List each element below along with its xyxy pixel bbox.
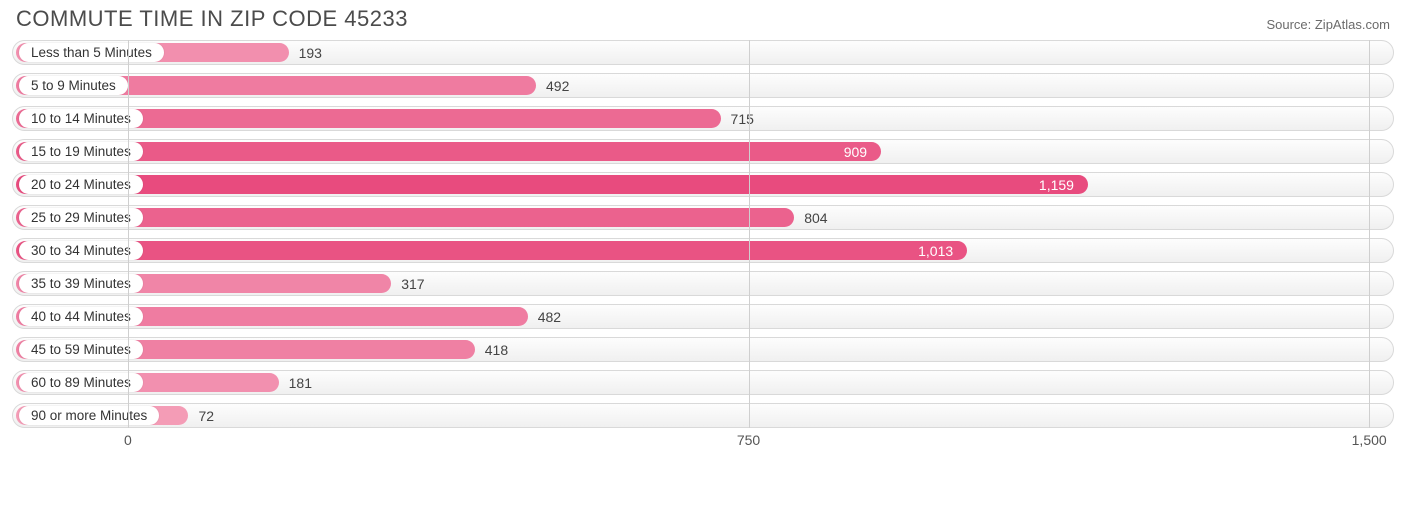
bar-row: 60 to 89 Minutes 181 bbox=[12, 370, 1394, 395]
bar-track: 40 to 44 Minutes 482 bbox=[12, 304, 1394, 329]
bar-track: 45 to 59 Minutes 418 bbox=[12, 337, 1394, 362]
x-axis: 0 750 1,500 bbox=[12, 430, 1394, 454]
value-label: 909 bbox=[16, 140, 881, 163]
bar-track: 30 to 34 Minutes1,013 bbox=[12, 238, 1394, 263]
category-label: 5 to 9 Minutes bbox=[19, 76, 128, 95]
value-label: 193 bbox=[289, 41, 322, 64]
category-label: 45 to 59 Minutes bbox=[19, 340, 143, 359]
gridline bbox=[749, 40, 750, 428]
value-label: 181 bbox=[279, 371, 312, 394]
x-tick-label: 750 bbox=[737, 432, 760, 448]
category-label: Less than 5 Minutes bbox=[19, 43, 164, 62]
bar-track: 20 to 24 Minutes1,159 bbox=[12, 172, 1394, 197]
chart-header: COMMUTE TIME IN ZIP CODE 45233 Source: Z… bbox=[12, 6, 1394, 40]
bar-track: Less than 5 Minutes 193 bbox=[12, 40, 1394, 65]
bar-row: 15 to 19 Minutes909 bbox=[12, 139, 1394, 164]
bar-row: Less than 5 Minutes 193 bbox=[12, 40, 1394, 65]
commute-time-chart: COMMUTE TIME IN ZIP CODE 45233 Source: Z… bbox=[0, 0, 1406, 522]
bar-track: 10 to 14 Minutes715 bbox=[12, 106, 1394, 131]
bar-row: 25 to 29 Minutes 804 bbox=[12, 205, 1394, 230]
x-tick-label: 0 bbox=[124, 432, 132, 448]
value-label: 317 bbox=[391, 272, 424, 295]
bar-track: 5 to 9 Minutes 492 bbox=[12, 73, 1394, 98]
gridline bbox=[1369, 40, 1370, 428]
chart-title: COMMUTE TIME IN ZIP CODE 45233 bbox=[16, 6, 408, 32]
x-tick-label: 1,500 bbox=[1352, 432, 1387, 448]
value-label: 418 bbox=[475, 338, 508, 361]
bar-track: 60 to 89 Minutes 181 bbox=[12, 370, 1394, 395]
bar-track: 35 to 39 Minutes 317 bbox=[12, 271, 1394, 296]
value-label: 1,013 bbox=[16, 239, 967, 262]
bar-row: 45 to 59 Minutes 418 bbox=[12, 337, 1394, 362]
bar-track: 15 to 19 Minutes909 bbox=[12, 139, 1394, 164]
category-label: 35 to 39 Minutes bbox=[19, 274, 143, 293]
value-label: 72 bbox=[188, 404, 214, 427]
value-label: 804 bbox=[794, 206, 827, 229]
value-label: 1,159 bbox=[16, 173, 1088, 196]
category-label: 60 to 89 Minutes bbox=[19, 373, 143, 392]
category-label: 10 to 14 Minutes bbox=[19, 109, 143, 128]
plot-area: Less than 5 Minutes 193 5 to 9 Minutes 492 1… bbox=[12, 40, 1394, 454]
bar-row: 10 to 14 Minutes715 bbox=[12, 106, 1394, 131]
bar-row: 35 to 39 Minutes 317 bbox=[12, 271, 1394, 296]
bar-row: 20 to 24 Minutes1,159 bbox=[12, 172, 1394, 197]
value-label: 482 bbox=[528, 305, 561, 328]
bar-row: 40 to 44 Minutes 482 bbox=[12, 304, 1394, 329]
category-label: 90 or more Minutes bbox=[19, 406, 159, 425]
value-label: 492 bbox=[536, 74, 569, 97]
bar-track: 25 to 29 Minutes 804 bbox=[12, 205, 1394, 230]
bar-row: 90 or more Minutes 72 bbox=[12, 403, 1394, 428]
bar-row: 5 to 9 Minutes 492 bbox=[12, 73, 1394, 98]
category-label: 40 to 44 Minutes bbox=[19, 307, 143, 326]
bar-rows: Less than 5 Minutes 193 5 to 9 Minutes 492 1… bbox=[12, 40, 1394, 428]
bar-track: 90 or more Minutes 72 bbox=[12, 403, 1394, 428]
category-label: 25 to 29 Minutes bbox=[19, 208, 143, 227]
bar-row: 30 to 34 Minutes1,013 bbox=[12, 238, 1394, 263]
chart-source: Source: ZipAtlas.com bbox=[1266, 17, 1390, 32]
gridline bbox=[128, 40, 129, 428]
